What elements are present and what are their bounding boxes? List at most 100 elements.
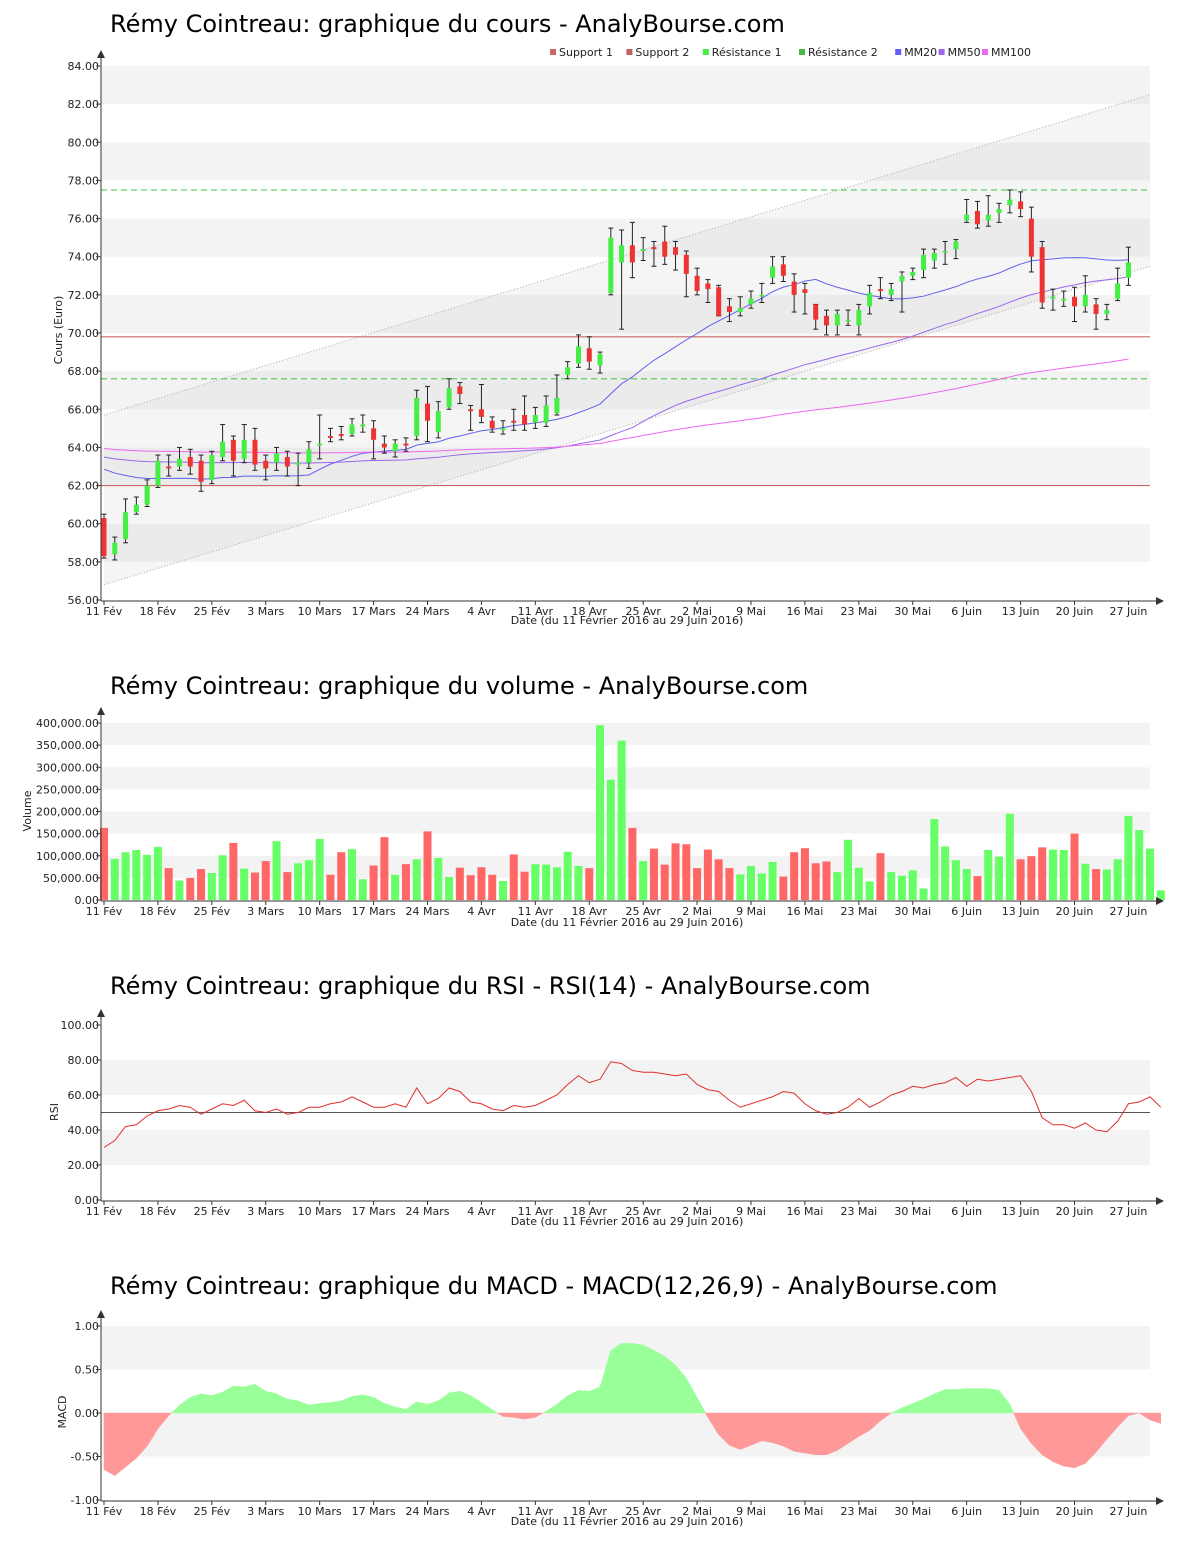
x-tick-label: 23 Mai [840, 905, 877, 918]
candle-body [252, 439, 258, 465]
macd-segment [243, 1383, 256, 1414]
x-tick-label: 27 Juin [1110, 1205, 1148, 1218]
volume-bar [110, 858, 119, 900]
rsi-x-label: Date (du 11 Février 2016 au 29 Juin 2016… [511, 1215, 744, 1228]
price-chart: 56.00 58.00 60.00 62.00 64.00 66.00 68.00 70.00… [52, 46, 1164, 627]
candle-body [144, 485, 150, 505]
candlestick [1028, 206, 1034, 273]
candle-body [306, 449, 312, 463]
candle-body [985, 214, 991, 221]
x-tick-label: 17 Mars [352, 605, 396, 618]
channel-lower-line [103, 265, 1151, 586]
volume-bar [552, 867, 561, 900]
volume-bar [639, 861, 648, 900]
volume-bar [844, 839, 853, 900]
x-tick-label: 17 Mars [352, 905, 396, 918]
candlestick [813, 303, 819, 330]
candle-body [133, 504, 139, 513]
candle-body [856, 310, 862, 326]
candlestick [381, 435, 387, 454]
volume-bar [984, 849, 993, 900]
candlestick [543, 395, 549, 427]
candle-body [910, 271, 916, 276]
volume-bar [434, 857, 443, 900]
price-candles [101, 189, 1131, 561]
x-tick-label: 3 Mars [247, 605, 284, 618]
y-tick-label: 20.00 [68, 1159, 100, 1172]
candle-body [263, 460, 269, 469]
y-tick-label: 80.00 [68, 1054, 100, 1067]
candle-body [317, 443, 323, 446]
candle-body [802, 289, 808, 293]
candle-body [737, 308, 743, 313]
candlestick [317, 414, 323, 460]
candlestick [263, 454, 269, 481]
candle-body [284, 456, 290, 467]
legend-label: Résistance 1 [712, 46, 782, 59]
rsi-chart: 0.00 20.00 40.00 60.00 80.00 100.00 11 Fév 18 F… [48, 1009, 1164, 1228]
grid-band [101, 256, 1150, 295]
x-tick-label: 2 Mai [682, 605, 712, 618]
candlestick [899, 271, 905, 313]
x-tick-label: 6 Juin [951, 1505, 982, 1518]
candle-body [446, 388, 452, 408]
candlestick [371, 420, 377, 460]
candlestick [360, 414, 366, 433]
candle-body [996, 209, 1002, 213]
candle-body [791, 281, 797, 295]
volume-chart-title: Rémy Cointreau: graphique du volume - An… [110, 672, 809, 700]
grid-band [101, 1456, 1150, 1500]
macd-segment [1052, 1412, 1064, 1467]
x-axis-arrow [1156, 597, 1164, 605]
candlestick [327, 427, 333, 443]
macd-segment [934, 1389, 946, 1414]
candle-body [101, 517, 107, 557]
macd-segment [265, 1390, 277, 1414]
candlestick [985, 195, 991, 227]
candlestick [176, 446, 182, 471]
macd-segment [1128, 1412, 1140, 1416]
candlestick [500, 420, 506, 435]
candle-body [112, 542, 118, 555]
x-tick-label: 20 Juin [1056, 1205, 1094, 1218]
legend-swatch [626, 49, 633, 55]
candle-body [651, 247, 657, 250]
candlestick [306, 441, 312, 469]
volume-bar [542, 864, 551, 900]
volume-bar [919, 888, 928, 900]
candle-body [274, 453, 280, 463]
y-tick-label: 150,000.00 [36, 828, 99, 841]
y-axis-arrow [97, 1310, 105, 1318]
y-tick-label: 400,000.00 [36, 717, 99, 730]
x-tick-label: 18 Fév [140, 1205, 177, 1218]
price-x-ticks: 11 Fév 18 Fév 25 Fév 3 Mars 10 Mars 17 Mars 24… [86, 605, 1148, 618]
macd-segment [621, 1343, 633, 1414]
legend-swatch [938, 49, 945, 55]
candle-body [381, 443, 387, 448]
candlestick [468, 404, 474, 431]
x-tick-label: 16 Mai [787, 1505, 824, 1518]
macd-segment [233, 1385, 245, 1414]
grid-band [101, 1165, 1150, 1200]
volume-bar [509, 854, 518, 900]
x-tick-label: 9 Mai [736, 905, 766, 918]
volume-bar [175, 880, 184, 900]
grid-band [101, 66, 1150, 105]
candle-body [575, 346, 581, 364]
x-tick-label: 17 Mars [352, 1505, 396, 1518]
macd-segment [783, 1412, 795, 1452]
x-tick-label: 23 Mai [840, 1205, 877, 1218]
y-tick-label: 74.00 [68, 251, 100, 264]
rsi-line [101, 1061, 1162, 1148]
candlestick [1018, 191, 1024, 218]
volume-bar [143, 854, 152, 900]
macd-segment [944, 1389, 957, 1414]
x-tick-label: 23 Mai [840, 1505, 877, 1518]
volume-bar [283, 872, 292, 900]
grid-band [101, 1060, 1150, 1095]
candle-body [522, 415, 528, 425]
candlestick [1115, 267, 1121, 302]
candle-body [349, 424, 355, 435]
y-tick-label: 70.00 [68, 327, 100, 340]
legend-label: MM50 [948, 46, 981, 59]
